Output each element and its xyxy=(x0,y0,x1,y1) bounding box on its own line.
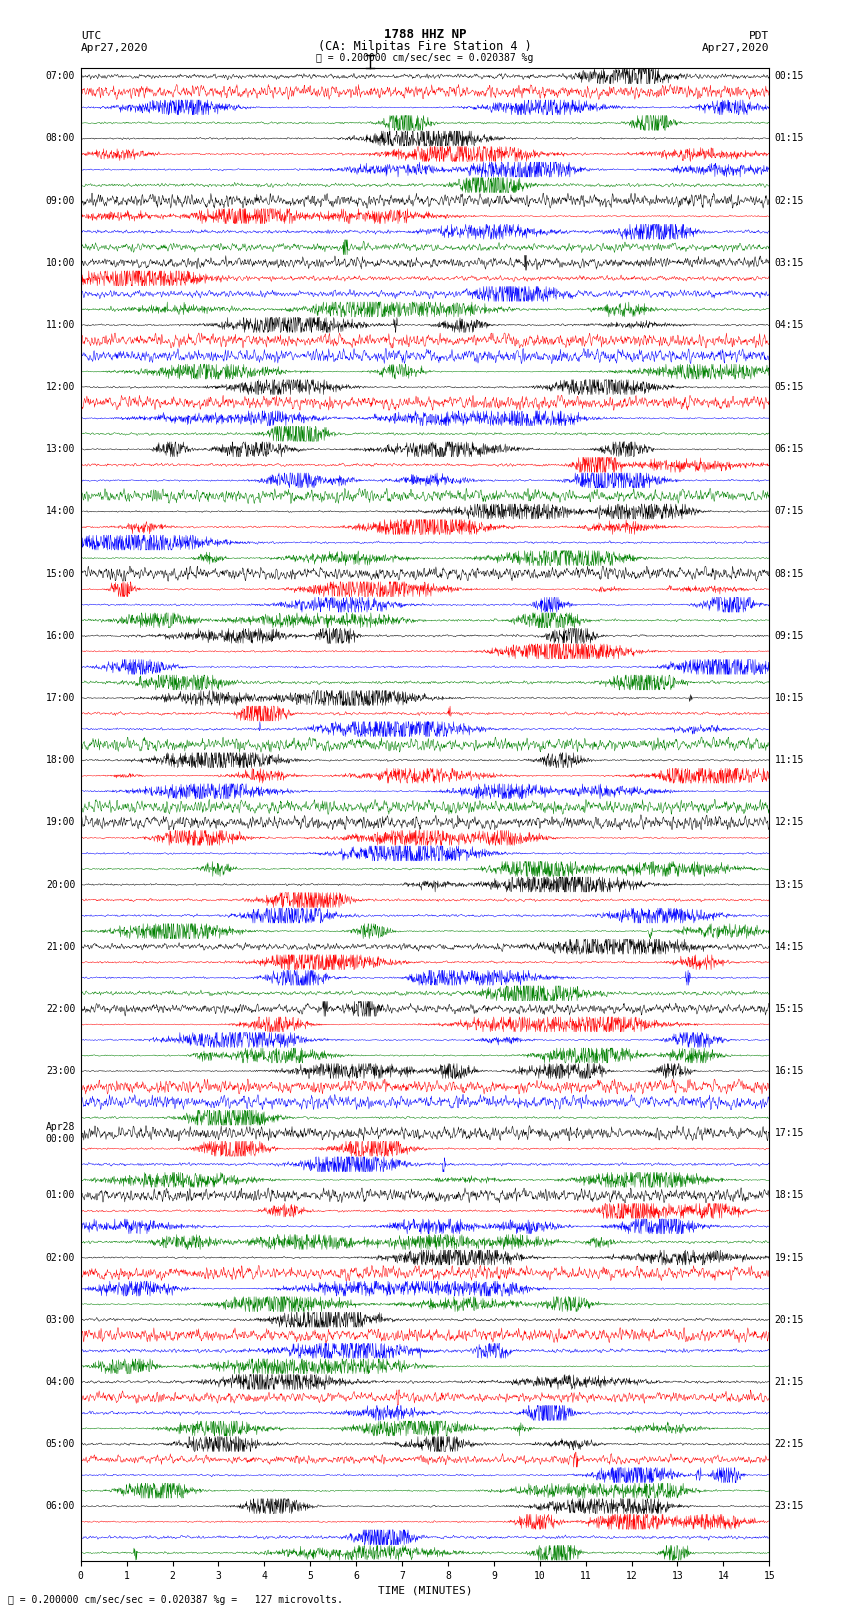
Text: 06:00: 06:00 xyxy=(46,1502,75,1511)
Text: (CA: Milpitas Fire Station 4 ): (CA: Milpitas Fire Station 4 ) xyxy=(318,40,532,53)
Text: 20:15: 20:15 xyxy=(775,1315,804,1324)
Text: Apr28
00:00: Apr28 00:00 xyxy=(46,1123,75,1144)
Text: 18:15: 18:15 xyxy=(775,1190,804,1200)
Text: 09:15: 09:15 xyxy=(775,631,804,640)
Text: 09:00: 09:00 xyxy=(46,195,75,205)
Text: 08:15: 08:15 xyxy=(775,569,804,579)
Text: 19:00: 19:00 xyxy=(46,818,75,827)
Text: 05:15: 05:15 xyxy=(775,382,804,392)
Text: Apr27,2020: Apr27,2020 xyxy=(81,44,148,53)
Text: 13:15: 13:15 xyxy=(775,879,804,889)
Text: ⎸ = 0.200000 cm/sec/sec = 0.020387 %g =   127 microvolts.: ⎸ = 0.200000 cm/sec/sec = 0.020387 %g = … xyxy=(8,1595,343,1605)
Text: 23:15: 23:15 xyxy=(775,1502,804,1511)
Text: 16:00: 16:00 xyxy=(46,631,75,640)
Text: ⎸ = 0.200000 cm/sec/sec = 0.020387 %g: ⎸ = 0.200000 cm/sec/sec = 0.020387 %g xyxy=(316,53,534,63)
Text: 00:15: 00:15 xyxy=(775,71,804,81)
Text: 20:00: 20:00 xyxy=(46,879,75,889)
Text: 10:00: 10:00 xyxy=(46,258,75,268)
Text: 13:00: 13:00 xyxy=(46,444,75,455)
Text: 03:15: 03:15 xyxy=(775,258,804,268)
Text: UTC: UTC xyxy=(81,31,101,40)
X-axis label: TIME (MINUTES): TIME (MINUTES) xyxy=(377,1586,473,1595)
Text: 15:15: 15:15 xyxy=(775,1003,804,1015)
Text: 05:00: 05:00 xyxy=(46,1439,75,1448)
Text: 10:15: 10:15 xyxy=(775,694,804,703)
Text: 04:15: 04:15 xyxy=(775,319,804,331)
Text: 07:00: 07:00 xyxy=(46,71,75,81)
Text: 04:00: 04:00 xyxy=(46,1378,75,1387)
Text: 19:15: 19:15 xyxy=(775,1253,804,1263)
Text: 21:00: 21:00 xyxy=(46,942,75,952)
Text: 12:00: 12:00 xyxy=(46,382,75,392)
Text: 11:00: 11:00 xyxy=(46,319,75,331)
Text: 06:15: 06:15 xyxy=(775,444,804,455)
Text: 08:00: 08:00 xyxy=(46,134,75,144)
Text: Apr27,2020: Apr27,2020 xyxy=(702,44,769,53)
Text: 12:15: 12:15 xyxy=(775,818,804,827)
Text: 1788 HHZ NP: 1788 HHZ NP xyxy=(383,27,467,40)
Text: 02:15: 02:15 xyxy=(775,195,804,205)
Text: PDT: PDT xyxy=(749,31,769,40)
Text: 21:15: 21:15 xyxy=(775,1378,804,1387)
Text: 23:00: 23:00 xyxy=(46,1066,75,1076)
Text: 01:00: 01:00 xyxy=(46,1190,75,1200)
Text: 22:00: 22:00 xyxy=(46,1003,75,1015)
Text: 22:15: 22:15 xyxy=(775,1439,804,1448)
Text: 18:00: 18:00 xyxy=(46,755,75,765)
Text: 07:15: 07:15 xyxy=(775,506,804,516)
Text: 14:00: 14:00 xyxy=(46,506,75,516)
Text: 02:00: 02:00 xyxy=(46,1253,75,1263)
Text: 14:15: 14:15 xyxy=(775,942,804,952)
Text: 03:00: 03:00 xyxy=(46,1315,75,1324)
Text: 16:15: 16:15 xyxy=(775,1066,804,1076)
Text: 01:15: 01:15 xyxy=(775,134,804,144)
Text: 17:00: 17:00 xyxy=(46,694,75,703)
Text: 17:15: 17:15 xyxy=(775,1127,804,1139)
Text: 15:00: 15:00 xyxy=(46,569,75,579)
Text: 11:15: 11:15 xyxy=(775,755,804,765)
